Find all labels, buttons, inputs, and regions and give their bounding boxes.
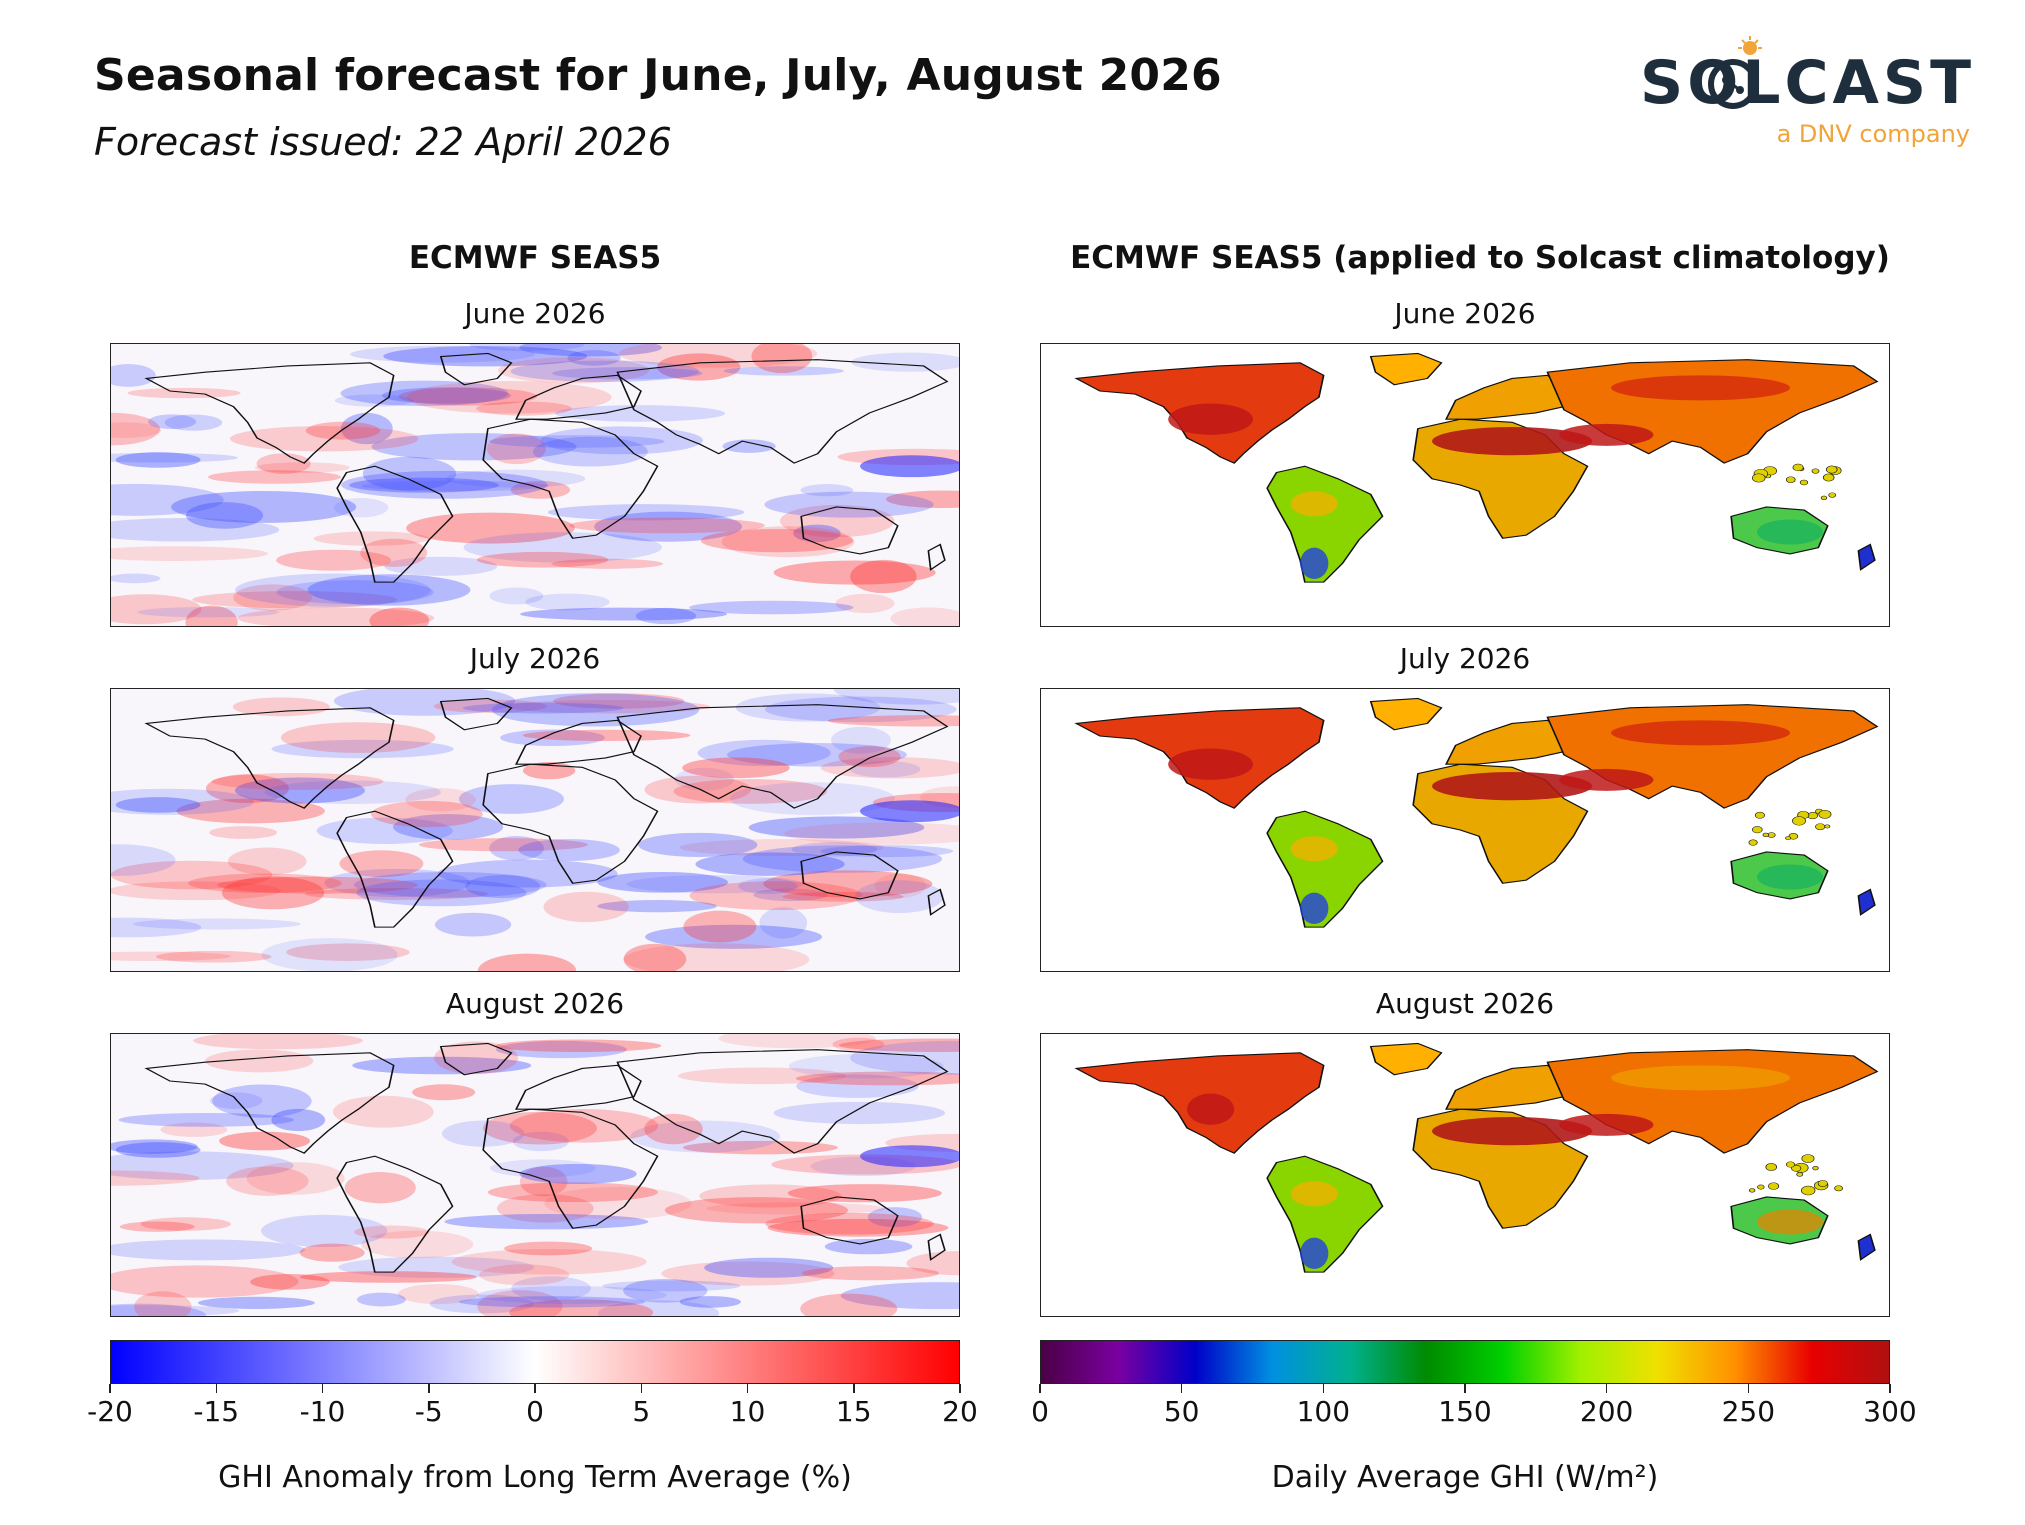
colorbar-anomaly-tick-label: -15 <box>193 1395 240 1428</box>
page-title: Seasonal forecast for June, July, August… <box>94 50 1222 101</box>
panel-title-anomaly-0: June 2026 <box>464 297 606 330</box>
colorbar-anomaly-tick-label: -10 <box>299 1395 346 1428</box>
logo: SOLCAST a DNV company <box>1640 30 1971 160</box>
panel-title-absolute-0: June 2026 <box>1394 297 1536 330</box>
colorbar-absolute-tick-label: 0 <box>1031 1395 1049 1428</box>
map-absolute-1 <box>1040 688 1890 972</box>
map-anomaly-1 <box>110 688 960 972</box>
map-anomaly-0 <box>110 343 960 627</box>
colorbar-anomaly-label: GHI Anomaly from Long Term Average (%) <box>218 1460 852 1495</box>
colorbar-absolute-tick-label: 300 <box>1863 1395 1917 1428</box>
colorbar-absolute-tick-label: 150 <box>1438 1395 1492 1428</box>
colorbar-absolute-tickmark <box>1322 1384 1325 1393</box>
colorbar-anomaly-tick-label: 15 <box>835 1395 872 1428</box>
colorbar-anomaly-tickmark <box>959 1384 961 1393</box>
panel-title-absolute-1: July 2026 <box>1399 642 1531 675</box>
colorbar-anomaly <box>110 1340 960 1384</box>
logo-tagline: a DNV company <box>1776 120 1970 148</box>
panel-title-anomaly-1: July 2026 <box>469 642 601 675</box>
colorbar-anomaly-tickmark <box>746 1384 749 1393</box>
sun-globe-icon <box>1708 36 1762 109</box>
colorbar-absolute-tickmark <box>1464 1384 1466 1393</box>
colorbar-absolute <box>1040 1340 1890 1384</box>
colorbar-absolute-tick-label: 250 <box>1721 1395 1776 1428</box>
colorbar-anomaly-tick-label: -5 <box>414 1395 443 1428</box>
colorbar-anomaly-tickmark <box>215 1384 217 1393</box>
colorbar-anomaly-tickmark <box>109 1384 111 1393</box>
colorbar-absolute-tick-label: 50 <box>1163 1395 1200 1428</box>
column-title-absolute: ECMWF SEAS5 (applied to Solcast climatol… <box>1070 240 1890 276</box>
colorbar-absolute-tickmark <box>1889 1384 1891 1393</box>
panel-title-anomaly-2: August 2026 <box>445 987 625 1020</box>
colorbar-absolute-tickmark <box>1605 1384 1608 1393</box>
colorbar-anomaly-tickmark <box>640 1384 642 1393</box>
colorbar-anomaly-tickmark <box>428 1384 430 1393</box>
colorbar-anomaly-tick-label: -20 <box>87 1395 133 1428</box>
colorbar-absolute-tick-label: 100 <box>1296 1395 1351 1428</box>
colorbar-absolute-tick-label: 200 <box>1579 1395 1634 1428</box>
colorbar-anomaly-tick-label: 20 <box>942 1395 978 1428</box>
colorbar-anomaly-tickmark <box>321 1384 324 1393</box>
colorbar-absolute-tickmark <box>1747 1384 1750 1393</box>
colorbar-absolute-tickmark <box>1180 1384 1183 1393</box>
colorbar-anomaly-tick-label: 0 <box>526 1395 544 1428</box>
column-title-anomaly: ECMWF SEAS5 <box>408 240 662 276</box>
colorbar-anomaly-tickmark <box>534 1384 536 1393</box>
map-anomaly-2 <box>110 1033 960 1317</box>
logo-wordmark: SOLCAST <box>1640 48 1976 118</box>
page-subtitle: Forecast issued: 22 April 2026 <box>94 120 672 164</box>
colorbar-anomaly-tick-label: 10 <box>729 1395 766 1428</box>
colorbar-absolute-tickmark <box>1039 1384 1041 1393</box>
colorbar-anomaly-tick-label: 5 <box>632 1395 651 1428</box>
panel-title-absolute-2: August 2026 <box>1375 987 1555 1020</box>
colorbar-anomaly-tickmark <box>853 1384 855 1393</box>
colorbar-absolute-label: Daily Average GHI (W/m²) <box>1271 1460 1659 1495</box>
map-absolute-2 <box>1040 1033 1890 1317</box>
map-absolute-0 <box>1040 343 1890 627</box>
